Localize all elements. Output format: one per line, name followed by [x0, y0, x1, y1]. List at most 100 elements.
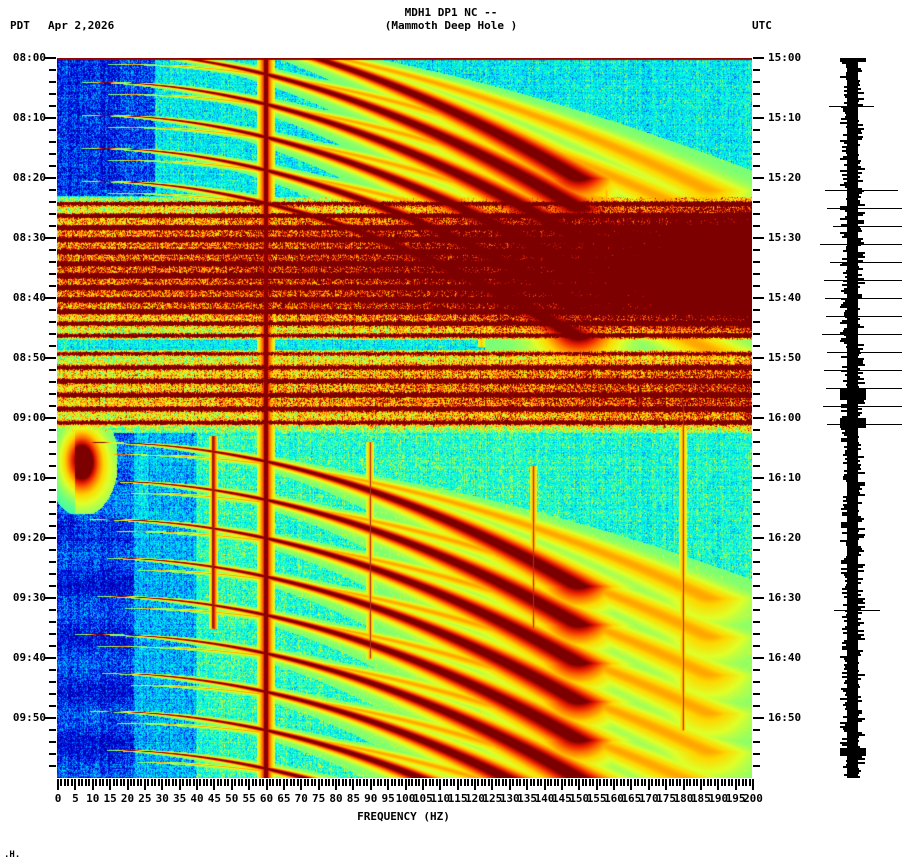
trace-sample: [843, 108, 847, 110]
freq-tick-minor: [338, 779, 341, 786]
time-tick-minor-left: [49, 585, 56, 587]
freq-label: 15: [103, 792, 117, 805]
trace-sample: [858, 638, 865, 640]
freq-tick-minor: [88, 779, 91, 786]
trace-sample: [845, 310, 847, 312]
time-tick-minor-right: [753, 693, 760, 695]
trace-sample: [858, 386, 859, 388]
time-tick-minor-left: [49, 345, 56, 347]
freq-tick-major: [74, 779, 77, 790]
trace-sample: [858, 536, 864, 538]
time-label-left: 08:00: [12, 51, 46, 64]
trace-sample: [846, 78, 847, 80]
trace-sample: [842, 592, 847, 594]
freq-tick-major: [178, 779, 181, 790]
time-label-right: 16:30: [768, 591, 802, 604]
freq-tick-minor: [606, 779, 609, 786]
trace-sample: [843, 704, 847, 706]
trace-sample: [840, 264, 847, 266]
freq-tick-minor: [70, 779, 73, 786]
spectrogram-plot[interactable]: [57, 58, 752, 778]
freq-tick-minor: [658, 779, 661, 786]
trace-sample: [840, 206, 847, 208]
freq-tick-minor: [546, 779, 549, 786]
trace-sample: [858, 700, 862, 702]
freq-tick-minor: [324, 779, 327, 786]
freq-label: 165: [621, 792, 642, 805]
time-tick-minor-right: [753, 129, 760, 131]
freq-tick-minor: [164, 779, 167, 786]
freq-tick-minor: [748, 779, 751, 786]
trace-sample: [844, 574, 847, 576]
trace-sample: [858, 678, 861, 680]
trace-sample: [842, 738, 847, 740]
time-label-right: 16:50: [768, 711, 802, 724]
time-tick-minor-left: [49, 225, 56, 227]
trace-sample: [841, 404, 847, 406]
trace-sample: [858, 154, 859, 156]
trace-sample: [845, 660, 847, 662]
trace-sample: [844, 682, 847, 684]
time-tick-major-left: [45, 717, 56, 719]
trace-sample: [842, 320, 847, 322]
trace-sample: [858, 402, 865, 404]
trace-sample: [846, 148, 847, 150]
trace-sample: [846, 498, 847, 500]
freq-label: 0: [54, 792, 62, 805]
time-tick-minor-left: [49, 201, 56, 203]
trace-sample: [858, 362, 863, 364]
time-tick-minor-right: [753, 405, 760, 407]
trace-sample: [840, 208, 847, 210]
time-tick-minor-right: [753, 741, 760, 743]
trace-sample: [858, 372, 863, 374]
trace-sample: [858, 128, 864, 130]
time-tick-minor-right: [753, 225, 760, 227]
trace-sample: [858, 222, 864, 224]
freq-tick-minor: [216, 779, 219, 786]
timezone-label-left: PDT: [10, 19, 30, 32]
trace-sample: [845, 694, 847, 696]
freq-tick-minor: [522, 779, 525, 786]
freq-tick-minor: [202, 779, 205, 786]
freq-tick-major: [752, 779, 754, 790]
trace-sample: [840, 76, 847, 78]
trace-sample: [846, 764, 847, 766]
trace-sample: [844, 102, 847, 104]
freq-tick-minor: [585, 779, 588, 786]
trace-sample: [858, 324, 860, 326]
trace-sample: [845, 210, 847, 212]
time-tick-minor-left: [49, 465, 56, 467]
trace-sample: [858, 204, 865, 206]
trace-sample: [858, 736, 859, 738]
time-tick-minor-left: [49, 333, 56, 335]
trace-sample: [844, 334, 847, 336]
trace-spike: [827, 208, 902, 209]
time-tick-minor-left: [49, 741, 56, 743]
trace-sample: [858, 600, 863, 602]
trace-spike: [824, 280, 902, 281]
freq-tick-minor: [480, 779, 483, 786]
trace-sample: [843, 302, 847, 304]
trace-sample: [858, 624, 860, 626]
trace-burst: [840, 388, 866, 400]
time-tick-minor-left: [49, 141, 56, 143]
trace-sample: [858, 136, 863, 138]
trace-sample: [846, 152, 847, 154]
trace-spike: [833, 226, 902, 227]
freq-tick-minor: [199, 779, 202, 786]
trace-sample: [858, 650, 863, 652]
time-tick-major-right: [753, 57, 764, 59]
trace-sample: [858, 196, 861, 198]
trace-sample: [846, 346, 847, 348]
freq-tick-minor: [175, 779, 178, 786]
trace-sample: [858, 686, 860, 688]
trace-sample: [843, 504, 847, 506]
trace-sample: [858, 494, 865, 496]
freq-label: 130: [499, 792, 520, 805]
trace-sample: [858, 360, 863, 362]
trace-sample: [858, 266, 859, 268]
time-tick-major-left: [45, 537, 56, 539]
trace-sample: [858, 68, 861, 70]
freq-tick-minor: [592, 779, 595, 786]
freq-label: 175: [656, 792, 677, 805]
